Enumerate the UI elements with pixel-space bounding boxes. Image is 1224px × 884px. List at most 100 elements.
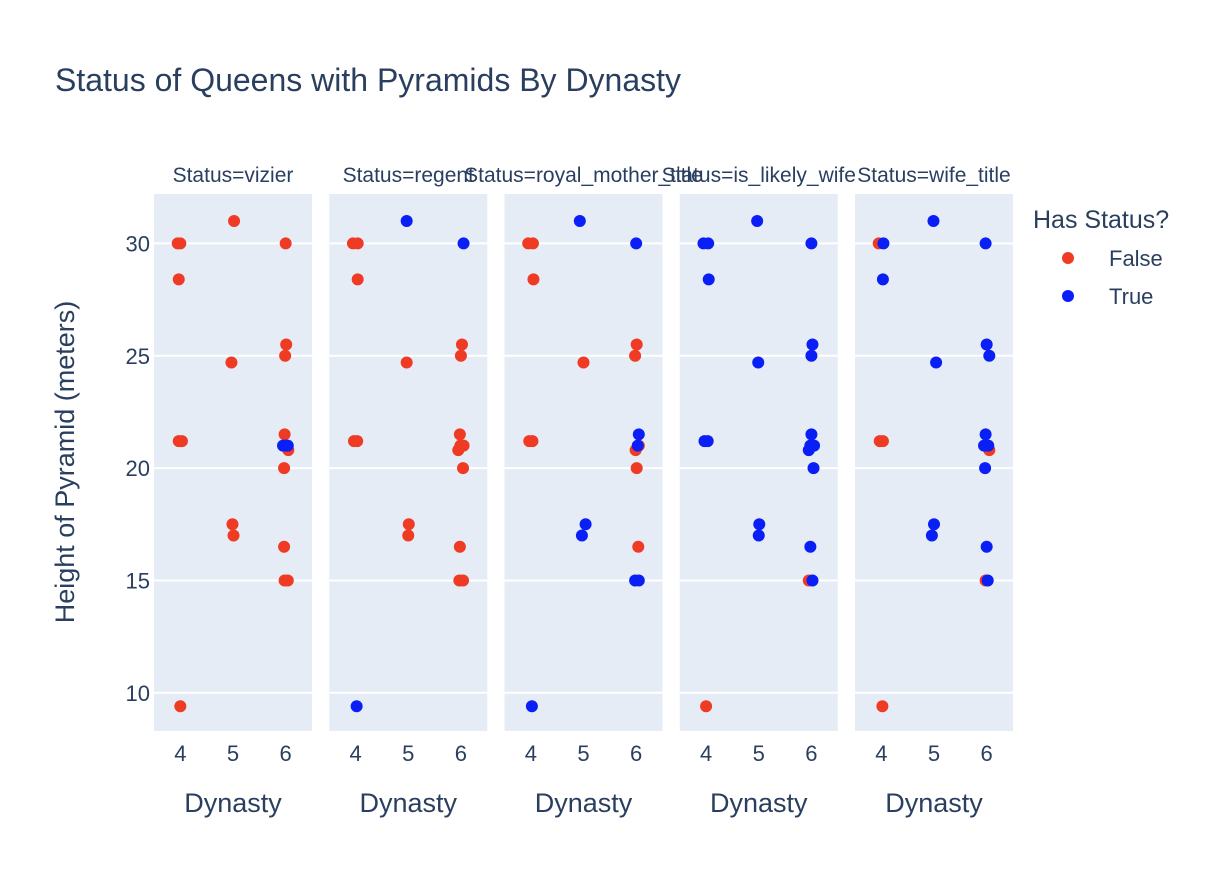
data-point	[806, 574, 819, 587]
legend-title: Has Status?	[1033, 206, 1169, 234]
data-point	[454, 439, 467, 452]
data-point	[980, 540, 993, 553]
legend-marker	[1062, 290, 1074, 302]
data-point	[453, 428, 466, 441]
legend-label: False	[1109, 246, 1163, 271]
data-point	[979, 428, 992, 441]
data-point	[980, 338, 993, 351]
data-point	[807, 462, 820, 475]
data-point	[226, 518, 239, 531]
data-point	[575, 529, 588, 542]
data-point	[174, 237, 187, 250]
y-tick-label: 15	[126, 568, 150, 593]
facet-title: Status=is_likely_wife	[662, 164, 856, 187]
data-point	[454, 349, 467, 362]
data-point	[573, 214, 586, 227]
data-point	[400, 214, 413, 227]
data-point	[979, 462, 992, 475]
facet-panel: Status=wife_title 4 5 6 Dynasty	[855, 164, 1013, 818]
plot-background	[855, 194, 1013, 731]
data-point	[805, 349, 818, 362]
data-point	[280, 338, 293, 351]
x-tick-label: 5	[753, 741, 765, 766]
data-point	[174, 700, 187, 713]
y-tick-label: 25	[126, 344, 150, 369]
data-point	[279, 349, 292, 362]
data-point	[281, 439, 294, 452]
data-point	[278, 462, 291, 475]
data-point	[701, 435, 714, 448]
data-point	[927, 214, 940, 227]
data-point	[172, 273, 185, 286]
facet-panel: Status=regent 4 5 6 Dynasty	[329, 164, 488, 818]
data-point	[227, 529, 240, 542]
data-point	[457, 462, 470, 475]
data-point	[630, 462, 643, 475]
data-point	[225, 356, 238, 369]
data-point	[278, 428, 291, 441]
x-tick-label: 5	[227, 741, 239, 766]
legend-items: False True	[1062, 246, 1163, 309]
x-tick-label: 6	[630, 741, 642, 766]
x-axis-title: Dynasty	[184, 788, 282, 818]
data-point	[806, 338, 819, 351]
data-point	[925, 529, 938, 542]
data-point	[526, 237, 539, 250]
data-point	[402, 529, 415, 542]
data-point	[279, 237, 292, 250]
data-point	[702, 273, 715, 286]
data-point	[281, 574, 294, 587]
data-point	[876, 700, 889, 713]
data-point	[630, 237, 643, 250]
data-point	[930, 356, 943, 369]
x-tick-label: 6	[280, 741, 292, 766]
data-point	[876, 273, 889, 286]
data-point	[753, 518, 766, 531]
data-point	[351, 273, 364, 286]
data-point	[527, 273, 540, 286]
data-point	[350, 700, 363, 713]
data-point	[751, 214, 764, 227]
facet-panel: Status=royal_mother_title 4 5 6 Dynasty	[464, 164, 703, 818]
legend: Has Status? False True	[1033, 206, 1169, 309]
x-axis-title: Dynasty	[359, 788, 457, 818]
y-tick-label: 10	[126, 681, 150, 706]
x-tick-label: 6	[981, 741, 993, 766]
y-axis-title: Height of Pyramid (meters)	[50, 301, 80, 624]
x-tick-label: 4	[525, 741, 537, 766]
data-point	[752, 356, 765, 369]
x-tick-label: 6	[805, 741, 817, 766]
data-point	[525, 700, 538, 713]
data-point	[702, 237, 715, 250]
chart-title: Status of Queens with Pyramids By Dynast…	[55, 62, 681, 98]
data-point	[631, 439, 644, 452]
x-tick-label: 4	[174, 741, 186, 766]
data-point	[982, 439, 995, 452]
legend-marker	[1062, 252, 1074, 264]
data-point	[700, 700, 713, 713]
data-point	[402, 518, 415, 531]
data-point	[577, 356, 590, 369]
data-point	[175, 435, 188, 448]
data-point	[453, 540, 466, 553]
data-point	[579, 518, 592, 531]
data-point	[629, 349, 642, 362]
data-point	[632, 574, 645, 587]
data-point	[804, 540, 817, 553]
x-axis-title: Dynasty	[710, 788, 808, 818]
x-axis-title: Dynasty	[885, 788, 983, 818]
facet-panel: Status=is_likely_wife 4 5 6 Dynasty	[662, 164, 856, 818]
x-tick-label: 4	[349, 741, 361, 766]
data-point	[979, 237, 992, 250]
x-tick-label: 4	[700, 741, 712, 766]
data-point	[981, 574, 994, 587]
facet-panel: Status=vizier 4 5 6 Dynasty	[154, 164, 312, 818]
x-tick-label: 5	[577, 741, 589, 766]
x-tick-label: 4	[875, 741, 887, 766]
data-point	[805, 428, 818, 441]
data-point	[632, 428, 645, 441]
data-point	[278, 540, 291, 553]
data-point	[457, 574, 470, 587]
